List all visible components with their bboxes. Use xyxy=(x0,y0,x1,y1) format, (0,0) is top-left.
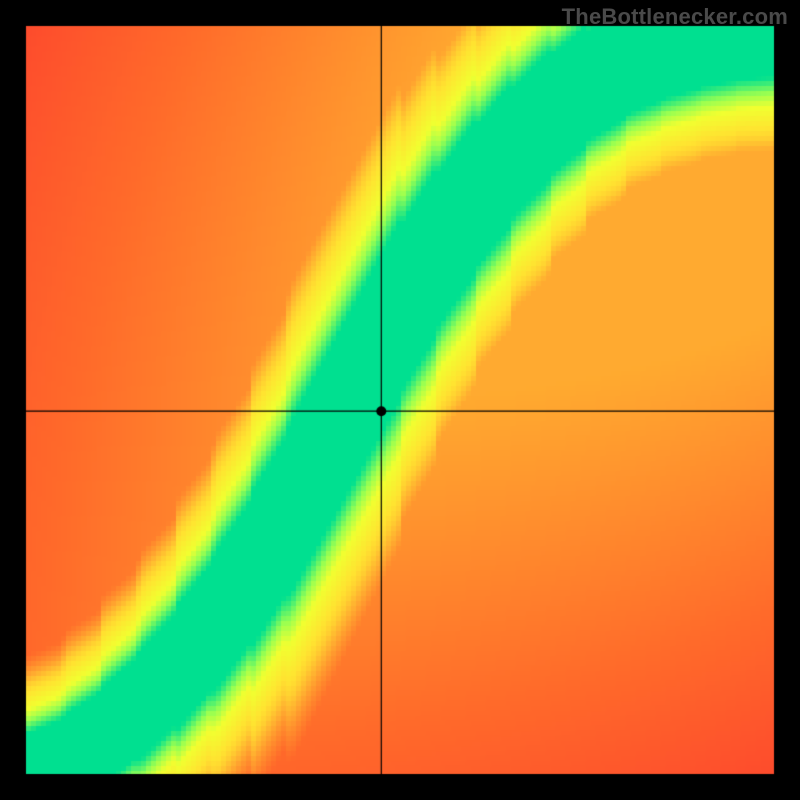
watermark-text: TheBottlenecker.com xyxy=(562,4,788,30)
bottleneck-heatmap xyxy=(0,0,800,800)
